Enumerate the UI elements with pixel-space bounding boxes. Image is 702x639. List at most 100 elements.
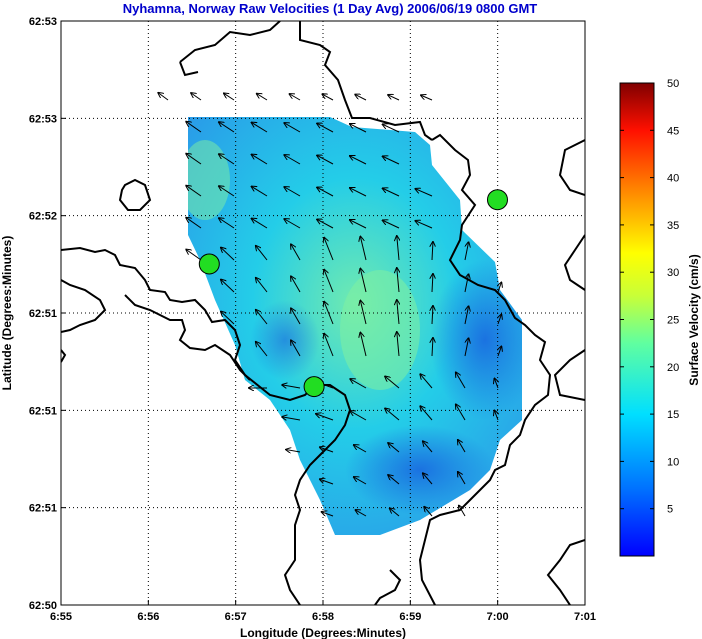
velocity-arrow (360, 333, 367, 357)
velocity-arrow (383, 188, 400, 197)
velocity-arrow (360, 237, 367, 261)
velocity-arrow (317, 187, 334, 197)
velocity-arrow (432, 338, 433, 357)
velocity-arrow (350, 124, 367, 133)
velocity-arrow (423, 441, 433, 453)
velocity-arrow (317, 123, 334, 133)
velocity-arrow (415, 221, 433, 229)
velocity-arrow (420, 374, 433, 389)
velocity-arrow (256, 310, 268, 325)
velocity-arrow (397, 300, 399, 325)
velocity-arrow (191, 93, 202, 101)
velocity-arrow (432, 306, 433, 325)
velocity-arrow (320, 447, 334, 453)
velocity-arrow (383, 220, 400, 229)
velocity-arrow (290, 94, 301, 101)
velocity-arrow (252, 187, 268, 197)
x-tick-label: 6:55 (50, 611, 72, 623)
colorbar-tick-label: 5 (667, 504, 673, 516)
velocity-arrow (360, 301, 367, 325)
velocity-arrow (397, 268, 399, 293)
velocity-arrow (355, 95, 367, 101)
y-tick-label: 62:52 (29, 211, 57, 223)
velocity-arrow (423, 473, 433, 485)
velocity-arrow (252, 123, 268, 133)
velocity-arrow (354, 445, 367, 453)
velocity-arrow (257, 94, 268, 101)
velocity-arrow (224, 93, 235, 101)
velocity-arrow (219, 154, 235, 165)
velocity-arrow (219, 122, 235, 133)
velocity-arrow (284, 123, 301, 133)
x-tick-label: 6:57 (225, 611, 247, 623)
y-tick-label: 62:51 (29, 503, 57, 515)
velocity-arrow (256, 278, 268, 293)
station-marker (486, 189, 508, 211)
velocity-arrow (284, 187, 301, 197)
velocity-arrow (221, 312, 235, 325)
colorbar-tick-label: 10 (667, 456, 679, 468)
chart-title: Nyhamna, Norway Raw Velocities (1 Day Av… (123, 1, 538, 16)
velocity-arrow (291, 244, 301, 261)
velocity-arrow (186, 154, 202, 165)
velocity-arrow (291, 276, 301, 293)
velocity-arrow (390, 508, 400, 517)
velocity-arrow (284, 219, 301, 229)
colorbar-label: Surface Velocity (cm/s) (687, 254, 701, 385)
velocity-arrow (291, 340, 301, 357)
velocity-arrow (498, 315, 501, 325)
velocity-arrow (256, 246, 268, 261)
velocity-arrow (350, 220, 367, 229)
velocity-arrow (494, 411, 498, 421)
coastline-far-east (546, 139, 585, 605)
velocity-arrow (421, 95, 433, 101)
velocity-arrow (385, 377, 400, 389)
velocity-arrow (464, 306, 469, 325)
colorbar-tick-label: 15 (667, 409, 679, 421)
velocity-arrow (494, 379, 498, 389)
y-axis-label: Latitude (Degrees:Minutes) (0, 236, 14, 391)
velocity-arrow (186, 186, 202, 197)
velocity-arrow (459, 506, 466, 517)
velocity-arrow (432, 274, 433, 293)
field-low-patch-south (345, 425, 495, 515)
velocity-arrow (324, 334, 334, 357)
velocity-arrow (464, 242, 469, 261)
colorbar-tick-label: 50 (667, 78, 679, 90)
velocity-arrow (324, 238, 334, 261)
velocity-arrow (397, 236, 399, 261)
y-tick-label: 62:51 (29, 308, 57, 320)
velocity-arrow (397, 332, 399, 357)
velocity-arrow (316, 414, 334, 421)
velocity-arrow (356, 510, 367, 517)
x-tick-label: 7:00 (487, 611, 509, 623)
coastline-west-inlet (61, 279, 251, 381)
y-tick-label: 62:53 (29, 16, 57, 28)
velocity-arrow (291, 308, 301, 325)
y-tick-label: 62:51 (29, 405, 57, 417)
velocity-arrow (221, 248, 235, 261)
velocity-arrow (256, 342, 268, 357)
velocity-arrow (383, 156, 400, 165)
velocity-arrow (186, 122, 202, 133)
velocity-arrow (252, 219, 268, 229)
coastline-north-island (179, 21, 433, 141)
y-tick-label: 62:53 (29, 113, 57, 125)
station-marker (198, 253, 220, 275)
colorbar-tick-label: 40 (667, 173, 679, 185)
velocity-arrow (317, 219, 334, 229)
colorbar-tick-label: 35 (667, 220, 679, 232)
field-low-patch-west (250, 300, 320, 380)
velocity-arrow (320, 479, 334, 485)
velocity-arrow (432, 242, 433, 261)
y-axis: 62:53 62:53 62:52 62:51 62:51 62:51 62:50 (29, 16, 66, 612)
velocity-arrow (317, 155, 334, 165)
velocity-arrow (424, 507, 433, 517)
velocity-arrow (420, 406, 433, 421)
x-tick-label: 7:01 (574, 611, 596, 623)
velocity-arrow (284, 155, 301, 165)
velocity-arrow (388, 475, 400, 485)
velocity-arrow (456, 372, 466, 389)
velocity-arrow (158, 93, 169, 101)
